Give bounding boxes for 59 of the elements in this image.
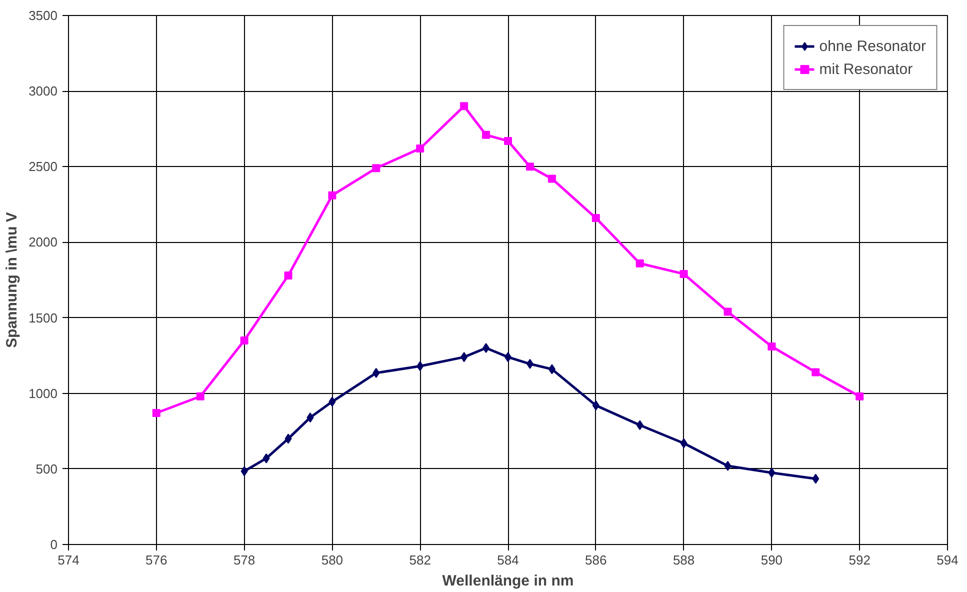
point	[724, 460, 732, 471]
point	[680, 270, 688, 278]
y-tick-label: 0	[50, 537, 58, 552]
point	[724, 308, 732, 316]
point	[328, 191, 336, 200]
point	[262, 453, 270, 464]
point	[812, 474, 820, 484]
point	[306, 412, 314, 423]
y-tick-label: 2000	[28, 234, 58, 250]
x-tick-label: 576	[146, 552, 168, 568]
y-tick-label: 1500	[28, 310, 58, 326]
point	[284, 271, 292, 280]
x-tick-label: 578	[233, 552, 256, 568]
point	[152, 409, 160, 418]
x-tick-label: 586	[585, 552, 607, 568]
point	[768, 468, 776, 478]
point	[482, 130, 490, 139]
x-tick-label: 594	[936, 552, 958, 568]
y-axis-title: Spannung in \mu V	[4, 212, 21, 348]
point	[812, 368, 820, 376]
point	[504, 136, 512, 145]
point	[592, 214, 600, 222]
point	[680, 438, 688, 448]
point	[372, 368, 380, 378]
y-tick-label: 500	[36, 461, 58, 476]
y-tick-label: 3000	[28, 84, 58, 99]
point	[372, 164, 380, 172]
point	[768, 342, 776, 351]
point	[548, 364, 556, 374]
point	[636, 420, 644, 430]
point	[526, 162, 534, 171]
point	[548, 174, 556, 183]
y-tick-label: 2500	[28, 159, 58, 174]
point	[284, 434, 292, 444]
point	[196, 392, 204, 400]
x-tick-label: 574	[58, 552, 80, 568]
y-tick-label: 3500	[28, 8, 58, 23]
point	[240, 336, 248, 344]
point	[416, 361, 424, 372]
x-tick-label: 588	[672, 552, 695, 568]
x-tick-label: 592	[848, 552, 870, 568]
x-tick-label: 582	[409, 552, 431, 568]
point	[856, 392, 864, 400]
x-tick-label: 590	[760, 552, 783, 568]
point	[526, 358, 534, 369]
x-tick-label: 580	[321, 552, 344, 568]
y-tick-label: 1000	[28, 386, 58, 401]
legend-label: mit Resonator	[819, 60, 913, 78]
point	[482, 343, 490, 354]
point	[416, 144, 424, 153]
point	[636, 259, 644, 268]
legend-label: ohne Resonator	[819, 38, 926, 54]
point	[460, 352, 468, 362]
x-tick-label: 584	[497, 552, 519, 568]
point	[328, 396, 336, 407]
point	[592, 400, 600, 410]
point	[240, 466, 248, 476]
x-axis-title: Wellenlänge in nm	[442, 572, 574, 590]
point	[460, 102, 468, 110]
